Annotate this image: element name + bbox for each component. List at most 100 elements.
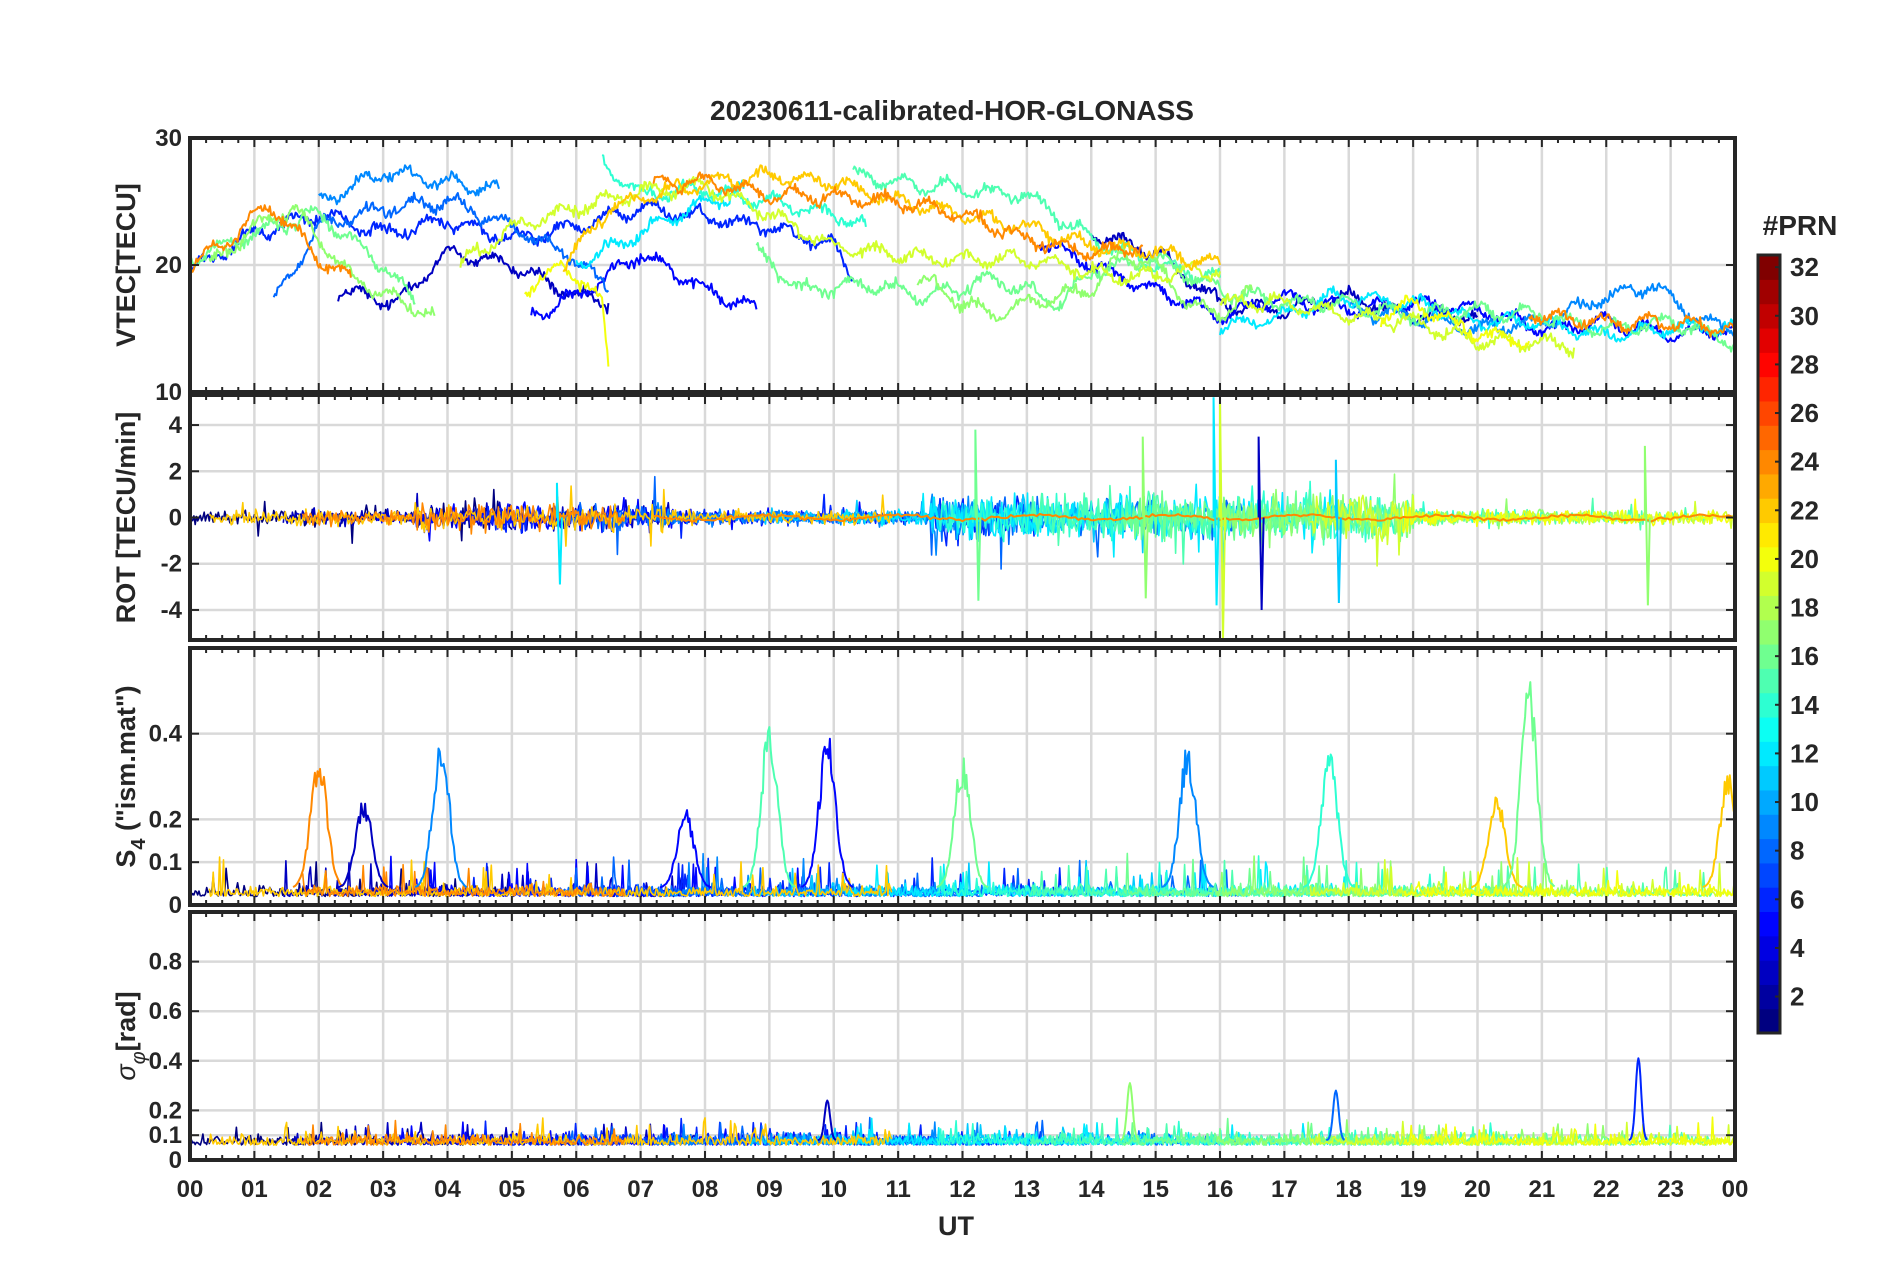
sigma_phi-data: [190, 1057, 1735, 1146]
colorbar-tick-label: 18: [1790, 593, 1819, 623]
colorbar-swatch: [1758, 279, 1780, 305]
series-prn-24: [301, 496, 626, 535]
colorbar-tick-label: 22: [1790, 495, 1819, 525]
colorbar-frame: [1756, 253, 1782, 1035]
x-tick-label: 20: [1464, 1176, 1491, 1203]
series-prn-12: [575, 179, 745, 269]
x-tick-label: 07: [627, 1176, 654, 1203]
colorbar-swatch: [1758, 1008, 1780, 1034]
sigma_phi-grid: [190, 912, 1735, 1160]
s4-data: [190, 681, 1735, 898]
x-tick-label: 04: [434, 1176, 461, 1203]
rot-spike: [555, 482, 563, 585]
y-tick-label: 0.4: [149, 1048, 183, 1075]
rot-spike: [1219, 401, 1226, 640]
panel-rot: -4 -2 0 2 4 ROT [TECU/min]: [111, 393, 1737, 642]
x-axis-label: UT: [938, 1211, 974, 1241]
y-tick-label: -2: [161, 551, 182, 578]
colorbar-tick-label: 6: [1790, 884, 1804, 914]
x-tick-label: 06: [563, 1176, 590, 1203]
chart-title: 20230611-calibrated-HOR-GLONASS: [710, 95, 1194, 126]
rot-spike: [1141, 436, 1149, 599]
colorbar-tick-label: 30: [1790, 301, 1819, 331]
y-tick-label: 4: [169, 412, 183, 439]
colorbar-swatch: [1758, 935, 1780, 961]
series-prn-17: [208, 204, 436, 318]
colorbar-tick-label: 4: [1790, 933, 1805, 963]
rot-x-ticks: [189, 395, 1736, 640]
colorbar-tick-label: 16: [1790, 641, 1819, 671]
series-prn-20: [524, 259, 610, 367]
colorbar-tick-label: 10: [1790, 787, 1819, 817]
colorbar-swatch: [1758, 255, 1780, 280]
series-prn-9: [318, 164, 500, 206]
y-tick-label: 0.1: [149, 1122, 182, 1149]
x-tick-label: 21: [1529, 1176, 1556, 1203]
x-tick-label: 19: [1400, 1176, 1427, 1203]
colorbar-swatch: [1758, 814, 1780, 840]
series-prn-20: [1379, 294, 1530, 351]
panel-sigma_phi: 00.10.2 0.4 0.6 0.8 σφ[rad]: [111, 910, 1737, 1174]
colorbar-swatch: [1758, 473, 1780, 499]
colorbar-swatch: [1758, 984, 1780, 1010]
colorbar-swatch: [1758, 862, 1780, 888]
y-tick-label: 0.4: [149, 721, 183, 748]
series-prn-17: [916, 244, 1254, 323]
x-tick-label: 12: [949, 1176, 976, 1203]
x-tick-labels: 00 01 02 03 04 05 06 07 08 09 10 11 12 13 14 15 16 17 18 19…: [177, 1176, 1749, 1203]
x-tick-label: 08: [692, 1176, 719, 1203]
series-prn-9: [1161, 749, 1214, 888]
x-tick-label: 03: [370, 1176, 397, 1203]
series-prn-17: [1120, 1082, 1140, 1141]
colorbar-swatch: [1758, 352, 1780, 378]
x-tick-label: 00: [1722, 1176, 1749, 1203]
series-prn-19: [1309, 1120, 1735, 1146]
x-tick-label: 15: [1142, 1176, 1169, 1203]
colorbar-swatch: [1758, 571, 1780, 596]
colorbar-swatch: [1758, 838, 1780, 864]
series-prn-15: [743, 726, 796, 888]
y-tick-label: 0: [169, 505, 182, 532]
colorbar-tick-label: 26: [1790, 398, 1819, 428]
series-prn-3: [337, 802, 389, 889]
rot-spike: [1334, 459, 1342, 604]
x-tick-label: 10: [820, 1176, 847, 1203]
rot-spike: [1212, 397, 1220, 606]
series-prn-16: [1502, 681, 1556, 888]
y-tick-label: 2: [169, 458, 182, 485]
x-tick-label: 14: [1078, 1176, 1105, 1203]
series-prn-22: [1470, 796, 1523, 889]
colorbar-swatch: [1758, 911, 1780, 937]
y-tick-label: 0.8: [149, 949, 182, 976]
series-prn-5: [659, 809, 712, 889]
colorbar-tick-label: 20: [1790, 544, 1819, 574]
series-prn-6: [190, 198, 855, 282]
y-tick-label: -4: [161, 597, 183, 624]
colorbar-swatch: [1758, 716, 1780, 742]
colorbar-tick-label: 14: [1790, 690, 1819, 720]
colorbar-swatch: [1758, 692, 1780, 718]
series-prn-20: [1402, 870, 1735, 898]
colorbar-swatch: [1758, 425, 1780, 451]
rot-spike: [1643, 445, 1651, 606]
colorbar-swatch: [1758, 522, 1780, 548]
colorbar-swatch: [1758, 789, 1780, 815]
series-prn-3: [817, 1099, 837, 1142]
vtec-x-ticks: [189, 138, 1736, 392]
colorbar-swatch: [1758, 449, 1780, 475]
series-prn-16: [1122, 852, 1447, 898]
x-tick-label: 00: [177, 1176, 204, 1203]
y-tick-label: 30: [155, 125, 182, 152]
sigma_phi-x-ticks: [189, 912, 1736, 1160]
x-tick-label: 01: [241, 1176, 268, 1203]
series-prn-19: [459, 176, 1221, 287]
s4-y-label: S4 ("ism.mat"): [111, 685, 150, 867]
series-prn-8: [1325, 1089, 1346, 1142]
y-tick-label: 0: [169, 892, 182, 919]
y-tick-label: 0.2: [149, 806, 182, 833]
sigma_phi-y-label: σφ[rad]: [111, 991, 150, 1080]
series-prn-3: [337, 245, 610, 315]
series-prn-24: [190, 204, 352, 278]
